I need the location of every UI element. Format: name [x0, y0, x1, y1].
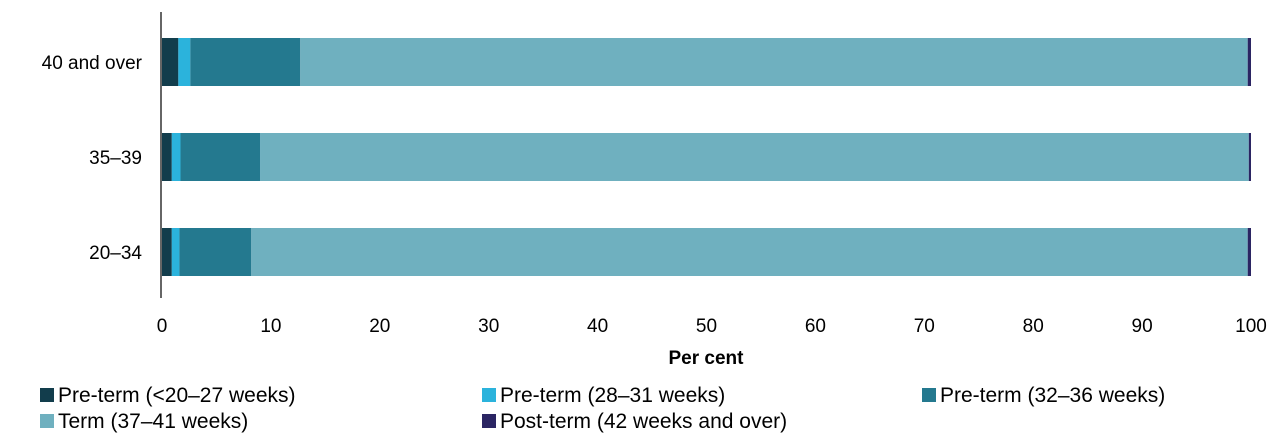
x-tick-label: 90	[1132, 316, 1153, 337]
y-tick-label: 35–39	[89, 148, 142, 169]
legend-label: Pre-term (<20–27 weeks)	[58, 384, 296, 407]
bar-segment	[162, 38, 179, 86]
bar-segment	[1247, 228, 1251, 276]
bar-segment	[180, 133, 261, 181]
x-tick-label: 70	[914, 316, 935, 337]
bar-segment	[162, 228, 172, 276]
bar-segment	[251, 228, 1248, 276]
legend-swatch	[40, 388, 54, 402]
x-tick-label: 0	[157, 316, 168, 337]
x-axis-title: Per cent	[669, 348, 745, 369]
y-tick-label: 40 and over	[42, 53, 143, 74]
legend: Pre-term (<20–27 weeks) Pre-term (28–31 w…	[40, 384, 1165, 433]
legend-label: Pre-term (28–31 weeks)	[500, 384, 725, 407]
legend-swatch	[922, 388, 936, 402]
x-tick-label: 10	[260, 316, 281, 337]
legend-swatch	[482, 414, 496, 428]
y-tick-labels: 40 and over 35–39 20–34	[42, 53, 143, 264]
x-tick-label: 50	[696, 316, 717, 337]
bar-segment	[171, 228, 180, 276]
bar-segment	[171, 133, 181, 181]
bar-segment	[179, 228, 252, 276]
bar-segment	[260, 133, 1249, 181]
legend-swatch	[482, 388, 496, 402]
y-tick-label: 20–34	[89, 243, 142, 264]
x-tick-label: 30	[478, 316, 499, 337]
legend-label: Term (37–41 weeks)	[58, 410, 248, 433]
bar-segment	[1248, 133, 1251, 181]
legend-label: Pre-term (32–36 weeks)	[940, 384, 1165, 407]
bar-segment	[162, 133, 172, 181]
x-tick-labels: 0 10 20 30 40 50 60 70 80 90 100	[157, 316, 1267, 337]
legend-swatch	[40, 414, 54, 428]
bar-segment	[190, 38, 301, 86]
x-tick-label: 80	[1023, 316, 1044, 337]
bar-segment	[1247, 38, 1251, 86]
x-tick-label: 60	[805, 316, 826, 337]
bar-segment	[178, 38, 191, 86]
x-tick-label: 20	[369, 316, 390, 337]
bar-segment	[300, 38, 1248, 86]
legend-label: Post-term (42 weeks and over)	[500, 410, 787, 433]
x-tick-label: 40	[587, 316, 608, 337]
bars-group	[162, 38, 1251, 276]
x-tick-label: 100	[1235, 316, 1267, 337]
